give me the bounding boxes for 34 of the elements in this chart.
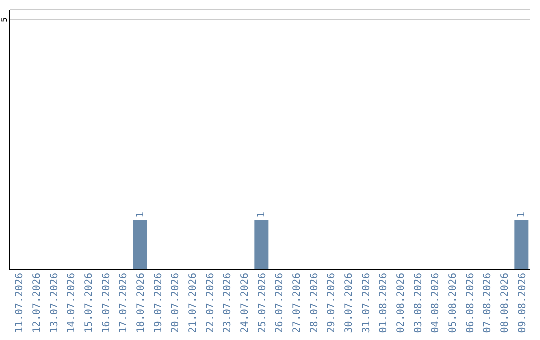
x-tick-label: 12.07.2026 [32, 273, 43, 334]
x-tick-label: 15.07.2026 [84, 273, 95, 334]
data-label: 1 [135, 212, 146, 218]
x-tick-label: 13.07.2026 [49, 273, 60, 334]
x-tick-label: 18.07.2026 [136, 273, 147, 334]
x-tick-label: 29.07.2026 [326, 273, 338, 334]
x-tick-label: 02.08.2026 [396, 273, 407, 334]
x-tick-label: 30.07.2026 [344, 273, 355, 334]
data-label: 1 [516, 212, 528, 218]
data-label: 1 [256, 212, 268, 218]
x-tick-label: 05.08.2026 [448, 273, 459, 334]
x-tick-label: 14.07.2026 [66, 273, 78, 334]
x-tick-label: 04.08.2026 [430, 273, 442, 334]
x-tick-label: 23.07.2026 [222, 273, 234, 334]
x-tick-label: 16.07.2026 [101, 273, 112, 334]
x-tick-label: 24.07.2026 [240, 273, 251, 334]
x-tick-label: 31.07.2026 [361, 273, 372, 334]
x-tick-label: 19.07.2026 [153, 273, 164, 334]
x-tick-label: 26.07.2026 [274, 273, 286, 334]
x-tick-label: 21.07.2026 [188, 273, 199, 334]
x-tick-label: 17.07.2026 [118, 273, 130, 334]
x-tick-label: 25.07.2026 [257, 273, 268, 334]
x-tick-label: 09.08.2026 [517, 273, 528, 334]
x-tick-label: 03.08.2026 [413, 273, 424, 334]
x-tick-label: 22.07.2026 [205, 273, 216, 334]
x-tick-label: 07.08.2026 [482, 273, 494, 334]
x-tick-label: 06.08.2026 [465, 273, 476, 334]
x-tick-label: 20.07.2026 [170, 273, 182, 334]
y-tick-label: 5 [0, 17, 9, 23]
x-tick-label: 08.08.2026 [500, 273, 511, 334]
x-tick-label: 28.07.2026 [309, 273, 320, 334]
x-tick-label: 01.08.2026 [378, 273, 390, 334]
x-tick-label: 27.07.2026 [292, 273, 303, 334]
x-tick-label: 11.07.2026 [14, 273, 26, 334]
